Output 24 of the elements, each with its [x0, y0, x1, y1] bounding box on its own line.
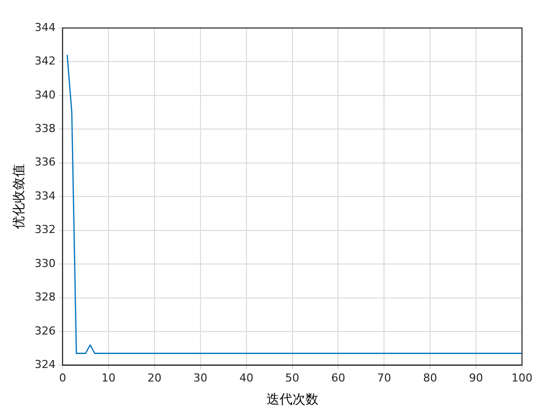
y-tick-label: 340 [34, 88, 56, 102]
y-tick-label: 332 [34, 223, 56, 236]
y-tick-label: 326 [34, 324, 56, 338]
y-tick-label: 334 [34, 189, 56, 202]
x-tick-label: 20 [147, 372, 162, 385]
y-tick-label: 336 [34, 156, 56, 169]
y-tick-label: 328 [34, 290, 56, 304]
y-tick-label: 338 [34, 122, 56, 136]
x-tick-label: 0 [59, 372, 66, 385]
x-axis-title: 迭代次数 [266, 392, 318, 408]
y-tick-label: 342 [34, 54, 56, 68]
x-tick-label: 10 [102, 372, 116, 385]
y-tick-label: 324 [34, 358, 56, 372]
y-tick-label: 344 [34, 20, 56, 34]
x-tick-label: 50 [285, 372, 300, 385]
y-tick-label: 330 [34, 256, 56, 270]
x-tick-label: 70 [377, 372, 392, 385]
x-tick-label: 90 [469, 372, 484, 385]
x-tick-label: 60 [331, 372, 346, 385]
x-tick-label: 40 [239, 372, 254, 385]
x-tick-label: 100 [512, 372, 532, 385]
x-tick-label: 30 [193, 372, 208, 385]
y-axis-title: 优化收敛值 [12, 164, 28, 230]
x-tick-label: 80 [423, 372, 438, 385]
